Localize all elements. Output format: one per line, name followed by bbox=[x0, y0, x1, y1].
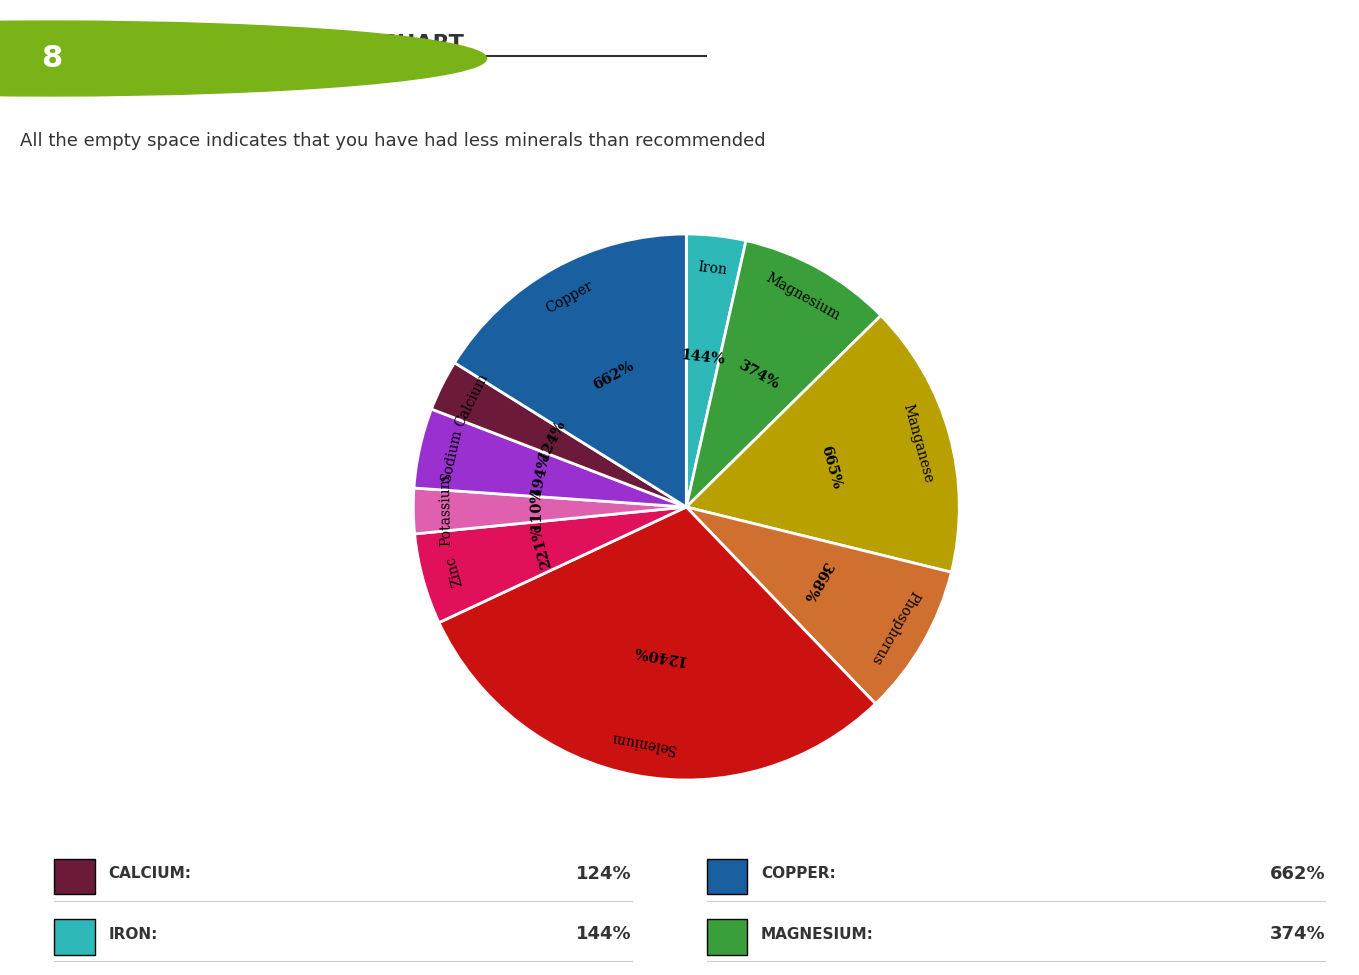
Text: COPPER:: COPPER: bbox=[761, 867, 836, 881]
Text: 221%: 221% bbox=[529, 524, 554, 570]
Text: 374%: 374% bbox=[1269, 925, 1325, 943]
FancyBboxPatch shape bbox=[707, 919, 747, 955]
Text: Manganese: Manganese bbox=[901, 403, 935, 485]
Wedge shape bbox=[686, 316, 959, 572]
Text: MINERALS COVERAGE CHART: MINERALS COVERAGE CHART bbox=[102, 34, 463, 55]
Text: 368%: 368% bbox=[799, 560, 833, 604]
FancyBboxPatch shape bbox=[707, 859, 747, 894]
Wedge shape bbox=[431, 363, 686, 507]
Text: 1240%: 1240% bbox=[631, 643, 688, 667]
Text: Magnesium: Magnesium bbox=[764, 271, 843, 323]
Text: 662%: 662% bbox=[1269, 865, 1325, 883]
FancyBboxPatch shape bbox=[54, 859, 95, 894]
Text: 662%: 662% bbox=[591, 359, 636, 393]
Text: IRON:: IRON: bbox=[109, 926, 158, 942]
Text: Zinc: Zinc bbox=[444, 554, 466, 587]
Text: 8: 8 bbox=[41, 44, 63, 73]
Wedge shape bbox=[686, 241, 881, 507]
Wedge shape bbox=[686, 507, 951, 704]
Circle shape bbox=[0, 21, 487, 96]
Text: Phosphorus: Phosphorus bbox=[867, 588, 921, 666]
Text: 110%: 110% bbox=[529, 487, 544, 531]
FancyBboxPatch shape bbox=[54, 919, 95, 955]
Wedge shape bbox=[454, 234, 686, 507]
Wedge shape bbox=[439, 507, 875, 780]
Text: CALCIUM:: CALCIUM: bbox=[109, 867, 192, 881]
Text: Calcium: Calcium bbox=[453, 370, 491, 429]
Text: 194%: 194% bbox=[529, 451, 552, 497]
Wedge shape bbox=[414, 507, 686, 623]
Text: 665%: 665% bbox=[818, 444, 844, 490]
Wedge shape bbox=[413, 488, 686, 534]
Text: 124%: 124% bbox=[535, 417, 568, 463]
Text: 124%: 124% bbox=[576, 865, 632, 883]
Wedge shape bbox=[414, 410, 686, 507]
Text: Selenium: Selenium bbox=[609, 730, 677, 757]
Text: Iron: Iron bbox=[697, 259, 728, 277]
Wedge shape bbox=[686, 234, 746, 507]
Text: 144%: 144% bbox=[576, 925, 632, 943]
Text: Potassium: Potassium bbox=[439, 475, 454, 547]
Text: Copper: Copper bbox=[544, 278, 595, 316]
Text: 374%: 374% bbox=[737, 359, 781, 393]
Text: 144%: 144% bbox=[680, 348, 726, 368]
Text: Sodium: Sodium bbox=[439, 427, 465, 483]
Text: MAGNESIUM:: MAGNESIUM: bbox=[761, 926, 874, 942]
Text: All the empty space indicates that you have had less minerals than recommended: All the empty space indicates that you h… bbox=[20, 133, 766, 150]
